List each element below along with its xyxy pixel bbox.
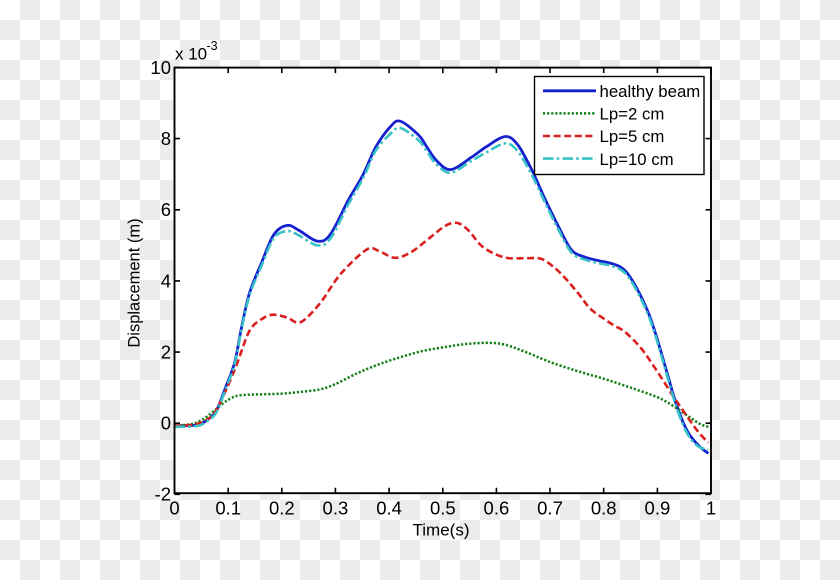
svg-text:Time(s): Time(s) <box>413 521 470 540</box>
svg-text:10: 10 <box>150 57 171 78</box>
svg-text:-3: -3 <box>207 39 218 53</box>
svg-text:0: 0 <box>161 413 171 434</box>
svg-text:0.7: 0.7 <box>537 498 563 519</box>
svg-text:8: 8 <box>161 128 171 149</box>
svg-text:2: 2 <box>161 342 171 363</box>
svg-text:x 10: x 10 <box>175 45 207 64</box>
svg-text:0.6: 0.6 <box>484 498 510 519</box>
svg-text:0.8: 0.8 <box>591 498 617 519</box>
svg-text:0.5: 0.5 <box>430 498 456 519</box>
svg-text:0.4: 0.4 <box>376 498 402 519</box>
svg-text:0.2: 0.2 <box>269 498 295 519</box>
svg-text:Lp=10 cm: Lp=10 cm <box>600 150 674 169</box>
svg-text:Displacement (m): Displacement (m) <box>126 218 144 347</box>
svg-text:0.1: 0.1 <box>215 498 241 519</box>
svg-text:0: 0 <box>169 498 179 519</box>
svg-text:Lp=5 cm: Lp=5 cm <box>600 127 665 146</box>
svg-text:0.3: 0.3 <box>323 498 349 519</box>
svg-text:4: 4 <box>161 270 171 291</box>
svg-text:Lp=2 cm: Lp=2 cm <box>600 105 665 124</box>
svg-text:-2: -2 <box>155 484 171 505</box>
svg-text:6: 6 <box>161 199 171 220</box>
svg-text:healthy beam: healthy beam <box>600 82 701 101</box>
svg-text:0.9: 0.9 <box>645 498 671 519</box>
svg-text:1: 1 <box>706 498 716 519</box>
